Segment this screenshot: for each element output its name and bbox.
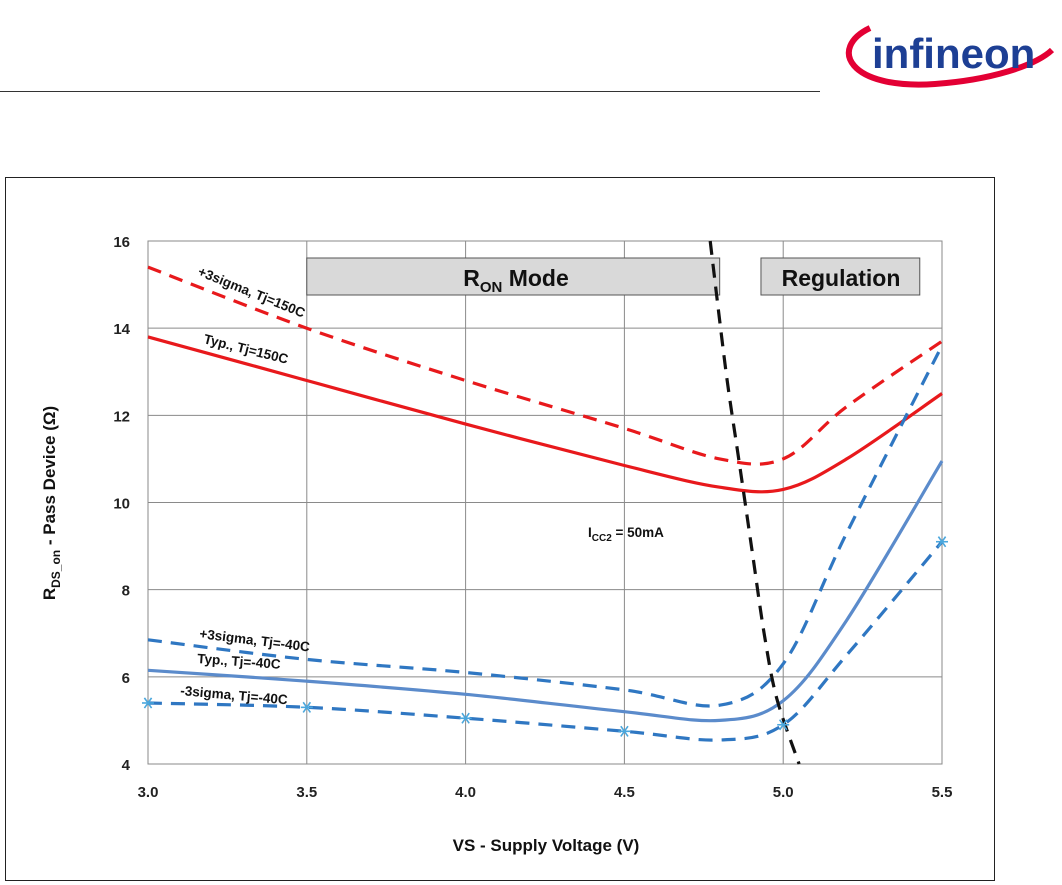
region-label-regulation: Regulation: [782, 265, 901, 291]
label-typ-m40: Typ., Tj=-40C: [197, 651, 281, 672]
x-tick-label-2: 4.0: [455, 784, 476, 801]
series-markers: [142, 536, 948, 737]
grid: [147, 240, 943, 765]
header-rule: [0, 91, 820, 92]
y-tick-label-1: 6: [122, 670, 130, 687]
region-box-ron: [306, 257, 721, 296]
series-line-icc2-50ma: [708, 240, 801, 765]
marker-1: [300, 701, 313, 713]
series-line-plus3sigma-150: [147, 265, 943, 466]
series-line-plus3sigma-m40: [147, 344, 944, 708]
region-boxes: [306, 257, 921, 296]
marker-0: [142, 697, 154, 709]
label-typ-150: Typ., Tj=150C: [202, 331, 290, 367]
series-line-typ-m40: [147, 460, 944, 723]
x-tick-label-4: 5.0: [773, 784, 794, 801]
marker-5-stroke-2: [937, 536, 947, 548]
label-icc2: ICC2 = 50mA: [588, 525, 664, 544]
tick-labels: 3.0 3.5 4.0 4.5 5.0 5.5 4 6 8 10 12 14 16: [113, 234, 952, 801]
y-tick-label-2: 8: [122, 583, 130, 600]
series-line-minus3sigma-m40: [147, 540, 944, 742]
series-line-typ-150: [147, 335, 943, 494]
x-tick-label-5: 5.5: [932, 784, 953, 801]
x-axis-title: VS - Supply Voltage (V): [453, 836, 640, 855]
marker-3: [618, 725, 631, 737]
marker-2: [459, 712, 472, 724]
y-tick-label-0: 4: [122, 757, 131, 774]
x-tick-label-3: 4.5: [614, 784, 635, 801]
logo-swoosh: [845, 25, 1055, 88]
logo-wordmark: infineon: [872, 30, 1035, 77]
region-label-ron: RON Mode: [463, 265, 569, 296]
y-tick-label-6: 16: [113, 234, 130, 251]
marker-4-stroke-2: [778, 719, 788, 731]
x-tick-label-0: 3.0: [138, 784, 159, 801]
marker-1-stroke-2: [302, 701, 312, 713]
label-plus3sigma-m40: +3sigma, Tj=-40C: [199, 626, 311, 654]
region-box-regulation: [760, 257, 921, 296]
y-tick-label-4: 12: [113, 408, 130, 425]
marker-2-stroke-2: [461, 712, 470, 724]
x-tick-label-1: 3.5: [296, 784, 317, 801]
chart-frame: [5, 177, 995, 881]
marker-4: [777, 719, 790, 731]
y-tick-label-3: 10: [113, 496, 130, 513]
y-tick-label-5: 14: [113, 321, 130, 338]
marker-3-stroke-2: [620, 725, 629, 737]
marker-5: [936, 536, 948, 548]
y-axis-title: RDS_on - Pass Device (Ω): [40, 406, 63, 600]
infineon-logo: infineon: [845, 25, 1055, 88]
marker-0-stroke-2: [143, 697, 153, 709]
series-lines: [147, 240, 944, 765]
